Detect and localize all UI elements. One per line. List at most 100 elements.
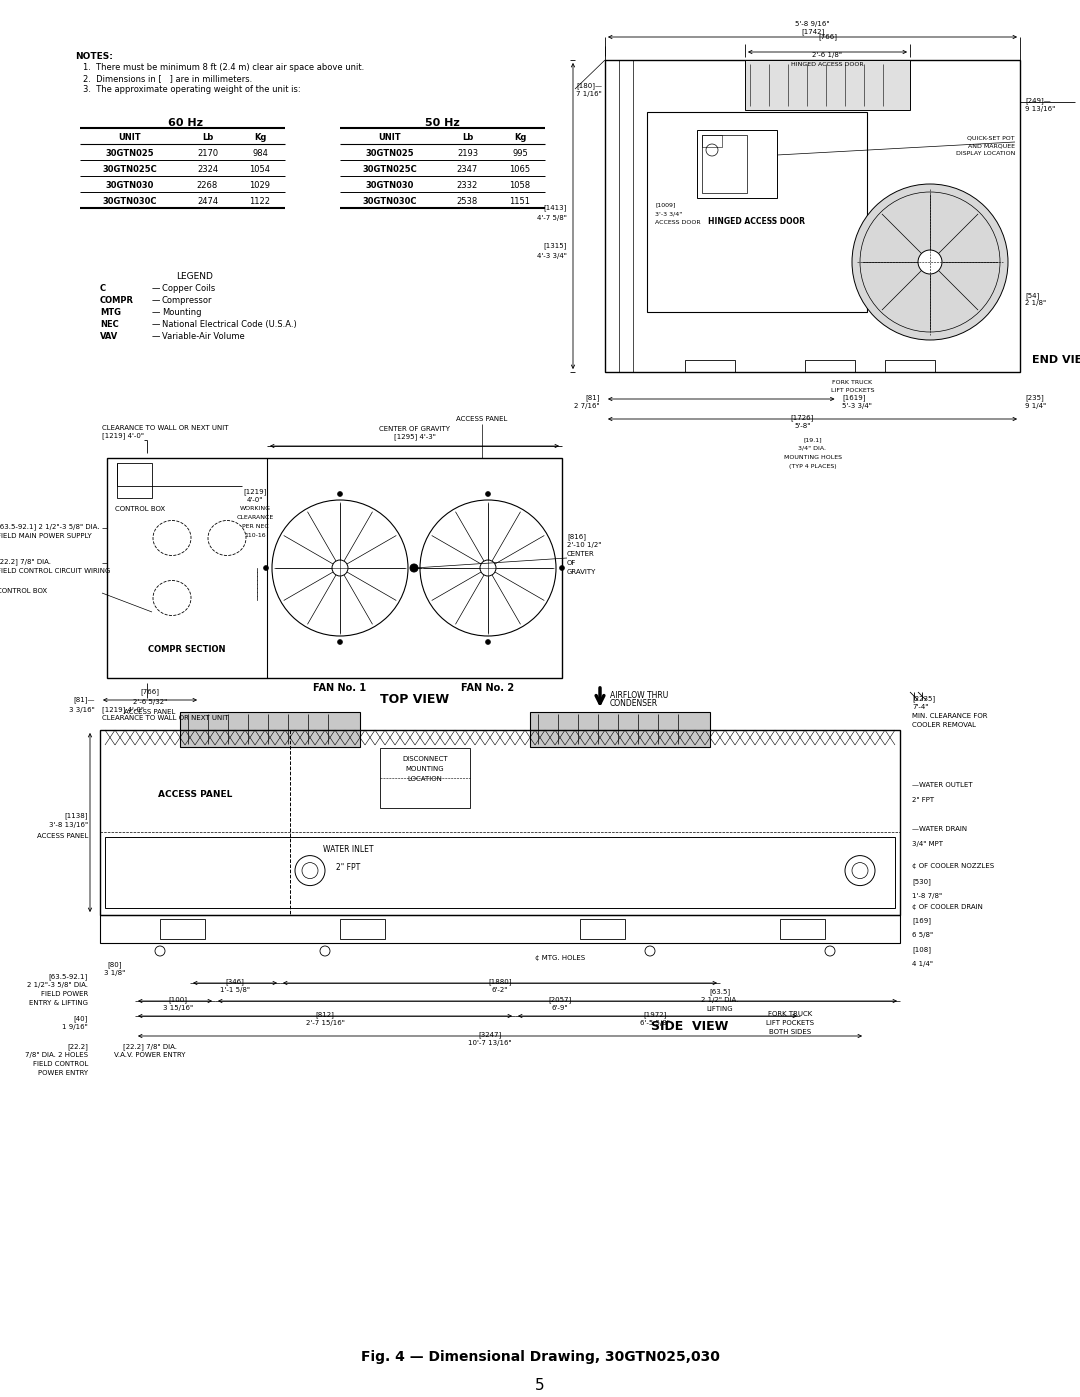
Text: 7'-4": 7'-4" — [912, 704, 929, 710]
Text: 30GTN025C: 30GTN025C — [363, 165, 417, 173]
Circle shape — [411, 566, 417, 570]
Text: ACCESS DOOR: ACCESS DOOR — [654, 219, 701, 225]
Text: 110-16: 110-16 — [244, 534, 266, 538]
Text: 2 1/2" DIA.: 2 1/2" DIA. — [701, 997, 739, 1003]
Text: [63.5-92.1] 2 1/2"-3 5/8" DIA.: [63.5-92.1] 2 1/2"-3 5/8" DIA. — [0, 522, 99, 529]
Text: [81]: [81] — [585, 394, 600, 401]
Text: 1054: 1054 — [249, 165, 270, 173]
Circle shape — [332, 560, 348, 576]
Text: MIN. CLEARANCE FOR: MIN. CLEARANCE FOR — [912, 712, 987, 719]
Text: 4'-0": 4'-0" — [247, 497, 264, 503]
Text: Lb: Lb — [462, 133, 473, 141]
Text: 60 Hz: 60 Hz — [167, 117, 203, 129]
Text: SIDE  VIEW: SIDE VIEW — [651, 1020, 729, 1032]
Text: Kg: Kg — [514, 133, 526, 141]
Text: —: — — [152, 332, 160, 341]
Text: OF: OF — [567, 560, 577, 566]
Text: CONDENSER: CONDENSER — [610, 700, 658, 708]
Bar — [380, 747, 470, 807]
Text: 6 5/8": 6 5/8" — [912, 932, 933, 937]
Text: ACCESS PANEL: ACCESS PANEL — [457, 416, 508, 422]
Text: MOUNTING: MOUNTING — [406, 766, 444, 773]
Text: COOLER REMOVAL: COOLER REMOVAL — [912, 722, 976, 728]
Text: AND MARQUEE: AND MARQUEE — [968, 142, 1015, 148]
Text: LIFTING: LIFTING — [706, 1006, 733, 1011]
Text: 30GTN030C: 30GTN030C — [103, 197, 158, 205]
Text: 6'-2": 6'-2" — [491, 988, 509, 993]
Text: 30GTN025C: 30GTN025C — [103, 165, 158, 173]
Text: [22.2]: [22.2] — [67, 1044, 87, 1049]
Text: QUICK-SET POT: QUICK-SET POT — [968, 136, 1015, 140]
Text: (TYP 4 PLACES): (TYP 4 PLACES) — [788, 464, 836, 469]
Text: [1219] 4'-0": [1219] 4'-0" — [102, 705, 144, 712]
Text: [108]: [108] — [912, 946, 931, 953]
Text: [249]—: [249]— — [1025, 96, 1051, 103]
Text: Compressor: Compressor — [162, 296, 213, 305]
Text: 10'-7 13/16": 10'-7 13/16" — [469, 1039, 512, 1046]
Text: 3 3/16": 3 3/16" — [69, 707, 95, 712]
Text: UNIT: UNIT — [119, 133, 141, 141]
Text: 2268: 2268 — [197, 180, 218, 190]
Text: WATER INLET: WATER INLET — [323, 845, 374, 854]
Circle shape — [337, 640, 342, 644]
Text: LEGEND: LEGEND — [176, 272, 214, 281]
Text: 3 15/16": 3 15/16" — [163, 1004, 193, 1011]
Text: 9 13/16": 9 13/16" — [1025, 106, 1055, 112]
Text: 30GTN025: 30GTN025 — [366, 148, 415, 158]
Text: 2 1/2"-3 5/8" DIA.: 2 1/2"-3 5/8" DIA. — [27, 982, 87, 988]
Text: CENTER OF GRAVITY: CENTER OF GRAVITY — [379, 426, 450, 432]
Bar — [100, 731, 900, 915]
Text: WORKING: WORKING — [240, 506, 270, 511]
Bar — [702, 136, 723, 147]
Circle shape — [852, 184, 1008, 339]
Circle shape — [480, 560, 496, 576]
Text: FIELD MAIN POWER SUPPLY: FIELD MAIN POWER SUPPLY — [0, 534, 92, 539]
Text: HINGED ACCESS DOOR: HINGED ACCESS DOOR — [792, 61, 864, 67]
Text: [3247]: [3247] — [478, 1031, 501, 1038]
Text: [63.5]: [63.5] — [710, 988, 730, 995]
Text: 1065: 1065 — [510, 165, 530, 173]
Text: 3'-3 3/4": 3'-3 3/4" — [654, 211, 683, 217]
Text: [40]: [40] — [73, 1016, 87, 1021]
Text: [22.2] 7/8" DIA.: [22.2] 7/8" DIA. — [123, 1044, 177, 1049]
Text: 984: 984 — [252, 148, 268, 158]
Text: LOCATION: LOCATION — [407, 775, 443, 782]
Text: [1219] 4'-0": [1219] 4'-0" — [102, 433, 144, 440]
Text: [63.5-92.1]: [63.5-92.1] — [49, 972, 87, 979]
Bar — [100, 915, 900, 943]
Text: [22.2] 7/8" DIA.: [22.2] 7/8" DIA. — [0, 557, 51, 564]
Text: 2474: 2474 — [197, 197, 218, 205]
Text: 1 9/16": 1 9/16" — [63, 1024, 87, 1030]
Text: 1'-8 7/8": 1'-8 7/8" — [912, 893, 942, 898]
Text: [1880]: [1880] — [488, 978, 512, 985]
Circle shape — [411, 566, 417, 570]
Bar — [340, 919, 384, 939]
Text: Variable-Air Volume: Variable-Air Volume — [162, 332, 245, 341]
Text: VAV: VAV — [100, 332, 118, 341]
Text: V.A.V. POWER ENTRY: V.A.V. POWER ENTRY — [114, 1052, 186, 1058]
Text: ¢ OF COOLER DRAIN: ¢ OF COOLER DRAIN — [912, 904, 983, 909]
Bar — [885, 360, 935, 372]
Text: Fig. 4 — Dimensional Drawing, 30GTN025,030: Fig. 4 — Dimensional Drawing, 30GTN025,0… — [361, 1350, 719, 1363]
Text: 3'-8 13/16": 3'-8 13/16" — [49, 823, 87, 828]
Text: 2 1/8": 2 1/8" — [1025, 300, 1047, 306]
Text: FAN No. 1: FAN No. 1 — [313, 683, 366, 693]
Text: COMPR: COMPR — [100, 296, 134, 305]
Text: 30GTN030C: 30GTN030C — [363, 197, 417, 205]
Text: [1726]: [1726] — [791, 414, 814, 420]
Text: LIFT POCKETS: LIFT POCKETS — [766, 1020, 814, 1025]
Text: CONTROL BOX: CONTROL BOX — [0, 588, 48, 594]
Text: 2" FPT: 2" FPT — [912, 796, 934, 803]
Text: FIELD CONTROL CIRCUIT WIRING: FIELD CONTROL CIRCUIT WIRING — [0, 569, 110, 574]
Bar — [117, 462, 152, 497]
Text: MTG: MTG — [100, 307, 121, 317]
Text: 2324: 2324 — [197, 165, 218, 173]
Text: [766]: [766] — [818, 34, 837, 41]
Bar — [180, 712, 360, 747]
Text: END VIEW: END VIEW — [1032, 355, 1080, 365]
Bar — [107, 458, 562, 678]
Text: 2'-6 1/8": 2'-6 1/8" — [812, 52, 842, 59]
Text: FORK TRUCK: FORK TRUCK — [833, 380, 873, 386]
Text: ACCESS PANEL: ACCESS PANEL — [124, 710, 176, 715]
Text: 3/4" DIA.: 3/4" DIA. — [798, 446, 826, 451]
